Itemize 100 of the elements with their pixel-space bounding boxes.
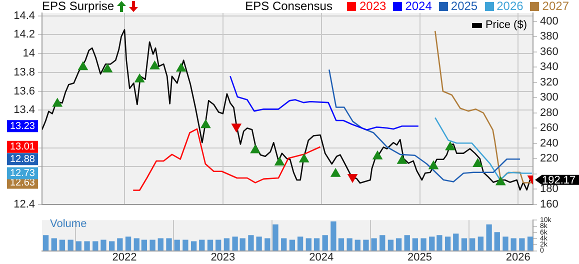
- y2-tick-label: 260: [540, 122, 558, 134]
- bar: [297, 236, 304, 251]
- bar: [306, 238, 312, 251]
- chart-title: Volume: [50, 218, 87, 230]
- bar: [100, 240, 106, 251]
- legend-title: EPS Consensus: [245, 0, 332, 13]
- bar: [248, 235, 254, 251]
- bar: [461, 238, 468, 251]
- bar: [174, 240, 180, 251]
- bar: [134, 238, 140, 251]
- bar: [289, 240, 296, 251]
- y2-tick-label: 220: [540, 152, 558, 165]
- bar: [272, 224, 278, 251]
- bar: [224, 238, 230, 251]
- point: [78, 62, 88, 70]
- bar: [527, 236, 533, 251]
- legend-label: 2024: [405, 0, 432, 13]
- bar: [216, 240, 222, 251]
- bar: [502, 236, 508, 251]
- bar: [232, 236, 238, 251]
- y2-tick-label: 160: [540, 198, 558, 210]
- bar: [404, 235, 410, 251]
- y2-tick-label: 300: [540, 92, 558, 104]
- y2-tick-label: 380: [540, 30, 558, 43]
- legend-label: 2025: [450, 0, 478, 13]
- y-tick-label: 12.73: [10, 168, 36, 180]
- y2-tick-label: 400: [540, 15, 558, 28]
- x-tick-label: 2024: [309, 251, 334, 264]
- bar: [158, 238, 164, 251]
- bar: [190, 241, 197, 251]
- bar: [182, 240, 188, 251]
- y2-tick-label: 180: [540, 183, 558, 196]
- bar: [199, 240, 205, 251]
- bar: [519, 238, 525, 251]
- bar: [346, 238, 352, 251]
- point: [250, 144, 260, 154]
- bar: [125, 236, 132, 251]
- y-tick-label: 13.4: [14, 104, 35, 116]
- bar: [436, 235, 442, 251]
- point: [299, 154, 309, 162]
- bar: [51, 238, 57, 251]
- bar: [322, 235, 328, 251]
- bar: [444, 236, 451, 251]
- bar: [68, 240, 74, 251]
- bar: [412, 238, 418, 251]
- bar: [420, 238, 426, 251]
- y-tick-label: 14: [22, 48, 35, 60]
- y-tick-label: 13.01: [10, 142, 36, 153]
- bar: [453, 234, 459, 251]
- bar: [207, 240, 214, 251]
- bar: [281, 238, 287, 251]
- point: [428, 160, 438, 170]
- bar: [396, 238, 402, 251]
- bar: [76, 241, 82, 251]
- bar: [166, 238, 172, 251]
- legend-label: Price ($): [485, 19, 527, 31]
- y2-tick-label: 280: [540, 106, 558, 119]
- point: [200, 120, 210, 128]
- bar: [264, 238, 270, 251]
- y-tick-label: 13.6: [14, 85, 35, 98]
- bar: [338, 238, 344, 251]
- point: [274, 156, 284, 166]
- bar: [84, 241, 90, 251]
- bar: [92, 241, 98, 251]
- annotation: EPS Surprise: [42, 0, 114, 13]
- x-tick-label: 2022: [112, 251, 137, 264]
- legend-label: 2023: [359, 0, 386, 13]
- y-tick-label: 12.88: [10, 154, 36, 165]
- bar: [363, 240, 369, 251]
- y-tick-label: 14.2: [14, 28, 35, 41]
- bar: [510, 238, 516, 251]
- bar: [371, 238, 377, 251]
- bar: [42, 235, 49, 251]
- bar: [240, 238, 246, 251]
- y-tick-label: 14.4: [14, 10, 35, 22]
- y-tick-label: 13.23: [10, 120, 36, 132]
- bar: [429, 236, 435, 251]
- bar: [486, 224, 492, 251]
- point: [102, 64, 112, 72]
- point: [134, 74, 144, 82]
- y2-tick-label: 340: [540, 61, 558, 74]
- point: [372, 150, 382, 160]
- x-tick-label: 2025: [408, 251, 432, 264]
- bar: [380, 235, 386, 251]
- bar: [59, 240, 66, 251]
- point: [330, 168, 340, 177]
- point: [472, 158, 483, 167]
- y2-tick-label: 240: [540, 137, 558, 150]
- bar: [117, 238, 123, 251]
- legend-label: 2026: [496, 0, 524, 13]
- bar: [470, 238, 476, 251]
- y-tick-label: 12.4: [14, 198, 35, 210]
- bar: [388, 240, 394, 251]
- x-tick-label: 2023: [210, 251, 236, 264]
- y2-tick-label: 360: [540, 46, 558, 58]
- bar: [256, 236, 262, 251]
- bar: [354, 240, 360, 251]
- point: [52, 98, 62, 107]
- bar: [478, 236, 484, 251]
- x-tick-label: 2026: [506, 251, 530, 264]
